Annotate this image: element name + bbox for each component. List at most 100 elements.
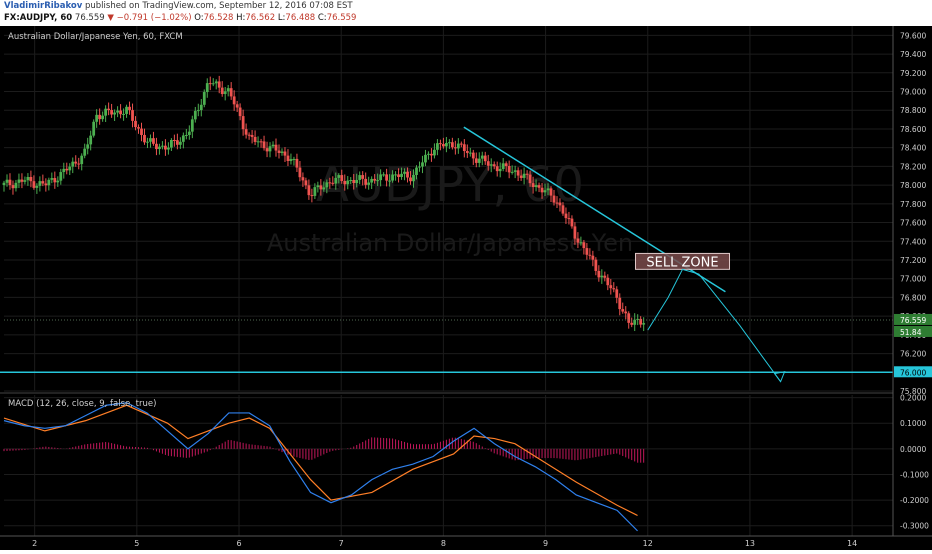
candle-body: [301, 177, 305, 181]
candle-body: [247, 134, 251, 136]
candle-body: [495, 166, 499, 172]
candle-body: [522, 173, 526, 178]
high-value: 76.562: [245, 13, 276, 23]
candle-body: [406, 171, 409, 178]
candle-body: [343, 180, 347, 185]
candle-body: [394, 174, 397, 176]
author-link[interactable]: VladimirRibakov: [4, 1, 83, 11]
macd-pane[interactable]: [3, 402, 645, 532]
candle-body: [53, 178, 57, 183]
candle-body: [316, 185, 320, 188]
candle-body: [211, 83, 215, 85]
price-tick-label: 78.800: [900, 106, 926, 115]
candle-body: [430, 153, 433, 156]
published-text: published on TradingView.com, September …: [84, 1, 353, 11]
candle-body: [337, 175, 341, 178]
candle-body: [146, 141, 149, 143]
candle-body: [208, 83, 212, 85]
candle-body: [480, 155, 484, 159]
candle-body: [220, 87, 224, 95]
projection-path: [647, 268, 782, 382]
candle-body: [585, 248, 589, 255]
candle-body: [591, 255, 595, 260]
candle-body: [23, 180, 27, 182]
candle-body: [543, 190, 547, 193]
candle-body: [528, 174, 532, 184]
candle-body: [5, 179, 9, 183]
candle-body: [597, 270, 601, 278]
price-tick-label: 79.200: [900, 69, 926, 78]
macd-tick-label: 0.1000: [900, 419, 926, 428]
price-chart-svg[interactable]: AUDJPY, 60 Australian Dollar/Japanese Ye…: [0, 26, 932, 550]
time-tick-label: 6: [236, 539, 241, 548]
time-tick-label: 9: [543, 539, 548, 548]
candle-body: [388, 180, 391, 182]
candle-body: [409, 177, 412, 182]
candle-body: [202, 92, 206, 105]
candle-body: [546, 188, 550, 191]
time-tick-label: 5: [134, 539, 139, 548]
price-tick-label: 78.000: [900, 181, 926, 190]
candle-body: [35, 185, 39, 188]
candle-body: [164, 145, 167, 150]
candle-body: [444, 143, 448, 147]
candle-body: [175, 140, 179, 145]
candle-body: [184, 134, 188, 136]
time-axis[interactable]: 2 5 6 7 8 9 12 13 14: [0, 535, 932, 548]
candle-body: [624, 311, 628, 314]
candle-body: [412, 175, 415, 182]
chart-area[interactable]: AUDJPY, 60 Australian Dollar/Japanese Ye…: [0, 26, 932, 550]
candle-body: [415, 167, 418, 176]
time-tick-label: 12: [643, 539, 653, 548]
candle-body: [376, 180, 380, 182]
candle-body: [14, 182, 18, 189]
candle-body: [38, 181, 42, 186]
candle-body: [504, 163, 508, 166]
candle-body: [355, 179, 359, 184]
candle-body: [158, 146, 161, 150]
candle-body: [47, 179, 51, 186]
candle-body: [119, 110, 122, 115]
macd-axis[interactable]: 0.2000 0.1000 0.0000 -0.1000 -0.2000 -0.3000: [900, 394, 929, 531]
price-tick-label: 75.800: [900, 387, 926, 396]
candle-body: [561, 205, 565, 214]
candle-body: [450, 142, 454, 148]
candle-body: [391, 174, 394, 181]
candle-body: [397, 174, 400, 177]
candle-body: [26, 176, 30, 181]
candle-body: [259, 141, 263, 143]
candle-body: [483, 155, 487, 162]
candle-body: [89, 135, 93, 145]
candle-body: [277, 150, 281, 153]
candle-body: [433, 149, 436, 156]
candle-body: [244, 129, 248, 135]
drawing-overlays[interactable]: SELL ZONE: [0, 126, 893, 383]
high-label: H:: [236, 13, 246, 23]
candle-body: [77, 163, 81, 165]
candle-body: [250, 135, 254, 137]
candle-body: [418, 166, 421, 168]
candle-body: [187, 131, 191, 135]
candle-body: [340, 175, 344, 181]
time-tick-label: 2: [32, 539, 37, 548]
candle-body: [149, 138, 152, 142]
price-axis[interactable]: 79.600 79.400 79.200 79.000 78.800 78.600 78.4…: [892, 26, 932, 550]
candle-body: [364, 178, 368, 185]
candle-body: [152, 138, 155, 144]
candle-body: [280, 151, 284, 153]
candle-body: [549, 188, 553, 196]
candlestick-series[interactable]: [2, 75, 646, 332]
candle-body: [531, 183, 535, 188]
candle-body: [32, 181, 36, 188]
candle-body: [292, 158, 296, 160]
candle-body: [627, 313, 631, 323]
candle-body: [131, 110, 134, 121]
candle-body: [181, 135, 185, 142]
candle-body: [564, 213, 568, 219]
last-price: 76.559: [74, 13, 105, 23]
candle-body: [468, 152, 472, 154]
candle-body: [229, 88, 233, 97]
candle-body: [101, 115, 105, 120]
candle-body: [579, 242, 583, 244]
price-tick-label: 77.400: [900, 237, 926, 246]
